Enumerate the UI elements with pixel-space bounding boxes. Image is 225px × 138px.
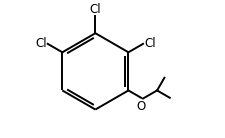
Text: O: O — [136, 100, 145, 113]
Text: Cl: Cl — [35, 37, 46, 50]
Text: Cl: Cl — [89, 3, 101, 16]
Text: Cl: Cl — [144, 37, 155, 50]
